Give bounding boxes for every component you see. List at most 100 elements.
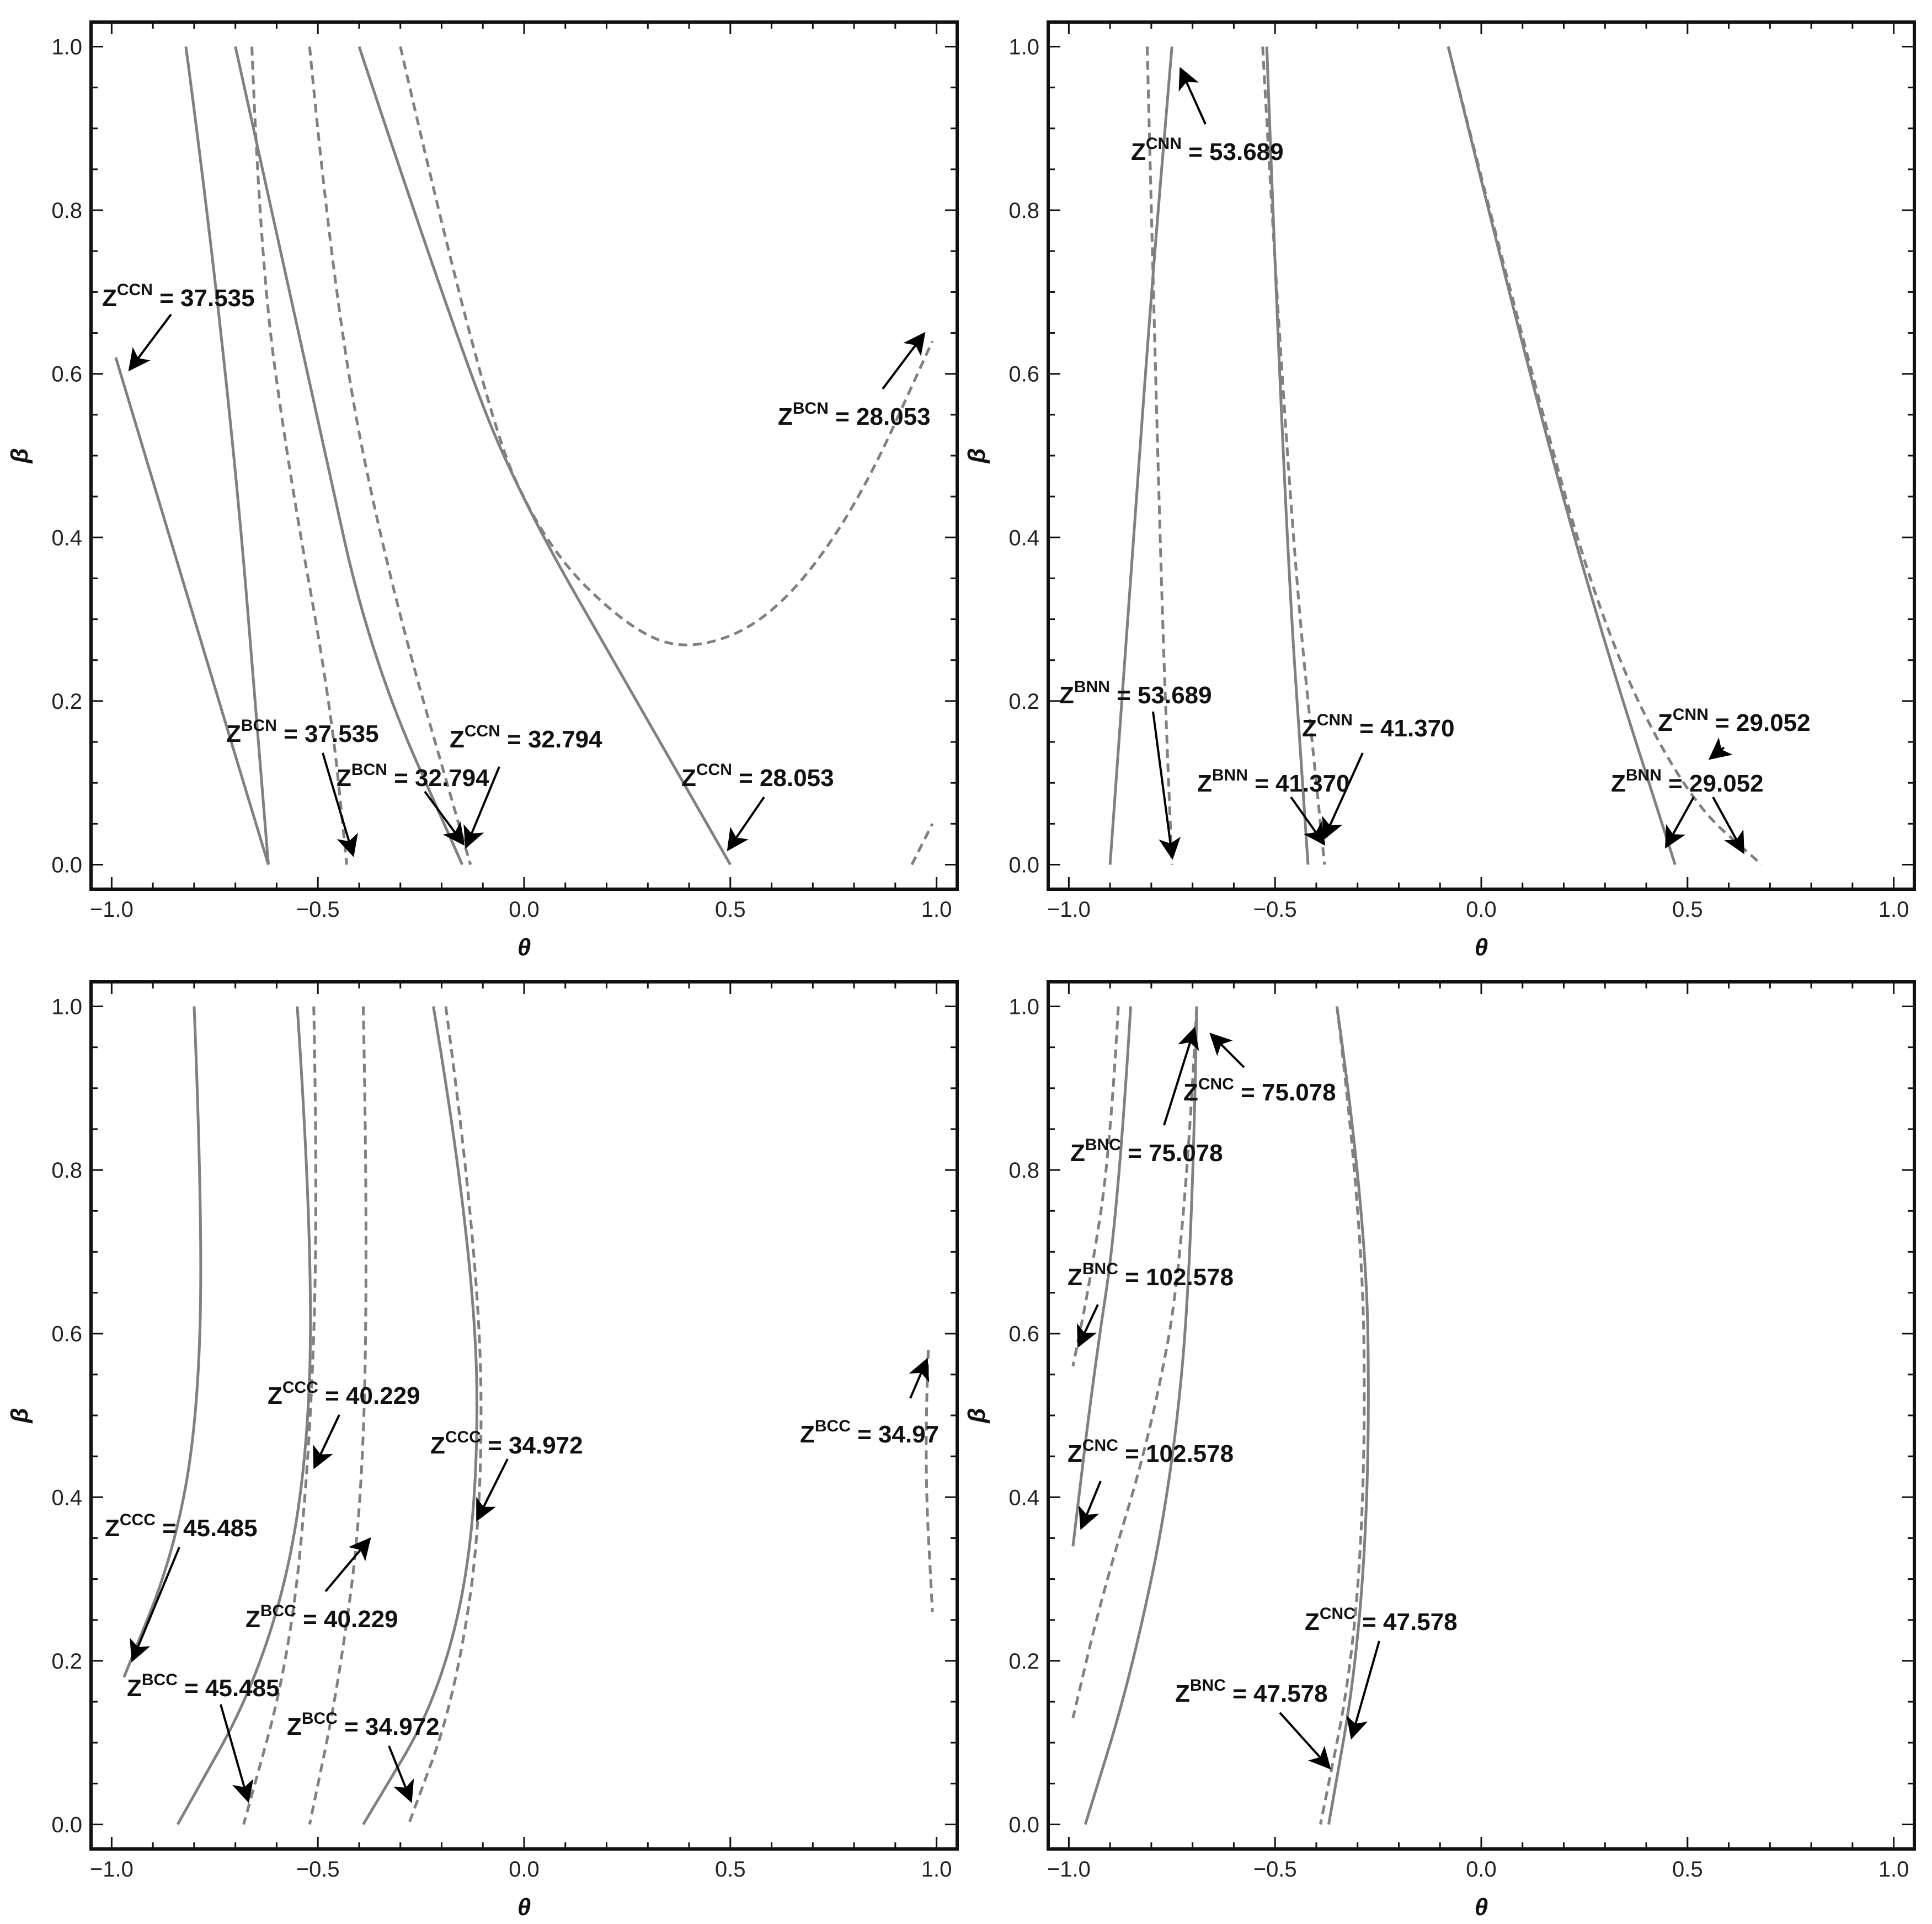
series-line-7-dashed	[925, 1350, 934, 1612]
annotation-label: ZCCN = 28.053	[681, 761, 834, 792]
y-tick-label: 0.6	[51, 362, 82, 387]
annotation-bcn-32-794: ZBCN = 32.794	[337, 761, 489, 846]
series-line-5-dashed	[250, 46, 349, 865]
annotation-arrow	[1209, 1033, 1245, 1068]
x-tick-label: −1.0	[1047, 897, 1091, 922]
annotation-bnc-75-078: ZBNC = 75.078	[1070, 1027, 1223, 1167]
annotation-arrow	[1290, 796, 1326, 846]
x-tick-label: 1.0	[921, 1857, 952, 1882]
annotation-ccn-28-053: ZCCN = 28.053	[681, 761, 834, 852]
chart-panel-2: −1.0 −0.5 0.0 0.5 1.0 0.0 0.2 0.4 0.6 0.8 1.0 θ β ZCN…	[963, 20, 1916, 961]
x-tick-label: −0.5	[296, 897, 340, 922]
annotation-cnn-41-370: ZCNN = 41.370	[1302, 711, 1455, 841]
y-tick-label: 0.2	[51, 690, 82, 714]
annotation-arrow	[1178, 67, 1207, 125]
annotation-label: ZCCC = 34.972	[430, 1428, 583, 1459]
annotation-label: ZBCC = 34.972	[287, 1709, 440, 1740]
annotation-arrow	[1346, 1640, 1380, 1740]
annotation-bcn-37-535: ZBCN = 37.535	[226, 717, 379, 857]
y-tick-label: 1.0	[1008, 995, 1039, 1019]
y-tick-label: 0.8	[1008, 1158, 1039, 1183]
series-line-7-dashed	[399, 46, 934, 646]
y-tick-label: 0.4	[51, 526, 82, 550]
annotation-bcn-28-053: ZBCN = 28.053	[778, 332, 931, 430]
y-tick-label: 0.8	[51, 1158, 82, 1183]
annotation-cnc-47-578: ZCNC = 47.578	[1305, 1605, 1458, 1740]
series-line-3-solid	[1327, 1006, 1370, 1825]
y-axis-label: β	[963, 448, 990, 463]
annotation-label: ZCNN = 41.370	[1302, 711, 1455, 742]
annotation-bnc-102-578: ZBNC = 102.578	[1068, 1260, 1234, 1348]
annotation-bnn-53-689: ZBNN = 53.689	[1059, 678, 1212, 860]
x-tick-label: −1.0	[90, 1857, 134, 1882]
series-line-4-dashed	[242, 1006, 317, 1825]
plot-frame	[89, 20, 959, 891]
annotation-label: ZCNC = 102.578	[1068, 1436, 1234, 1467]
x-tick-label: 1.0	[921, 897, 952, 922]
series-line-8-dashed	[910, 823, 934, 865]
x-axis-label: θ	[1475, 1894, 1488, 1921]
annotation-label: ZBCN = 37.535	[226, 717, 379, 747]
annotation-label: ZBNC = 47.578	[1175, 1676, 1328, 1707]
annotation-arrow	[128, 313, 172, 372]
annotation-arrow	[1712, 797, 1744, 854]
series-line-2-solid	[114, 357, 270, 865]
annotation-label: ZBCN = 28.053	[778, 399, 931, 430]
annotation-arrow	[1322, 752, 1364, 841]
y-tick-label: 0.0	[1008, 1813, 1039, 1837]
y-tick-label: 0.4	[1008, 1485, 1039, 1510]
x-tick-label: −1.0	[1047, 1857, 1091, 1882]
x-axis-label: θ	[517, 934, 531, 961]
annotation-arrow	[1077, 1304, 1099, 1348]
annotation-label: ZBNN = 29.052	[1611, 766, 1764, 797]
annotation-label: ZBCC = 45.485	[127, 1671, 280, 1702]
annotation-arrow	[220, 1704, 254, 1803]
annotation-cnn-53-689: ZCNN = 53.689	[1131, 67, 1284, 165]
annotation-cnn-29-052: ZCNN = 29.052	[1658, 706, 1811, 760]
series-line-5-dashed	[1261, 46, 1326, 865]
x-tick-label: 0.0	[509, 1857, 540, 1882]
y-axis-label: β	[6, 1408, 33, 1423]
series-line-6-dashed	[1447, 46, 1763, 866]
y-tick-label: 0.0	[51, 853, 82, 878]
y-tick-label: 0.4	[51, 1485, 82, 1510]
series-line-2-solid	[176, 1006, 312, 1825]
x-axis-label: θ	[1475, 934, 1488, 961]
y-tick-label: 0.6	[51, 1322, 82, 1346]
y-tick-label: 0.4	[1008, 526, 1039, 550]
series-line-4-dashed	[1071, 1006, 1120, 1367]
annotation-arrow	[476, 1458, 509, 1522]
y-axis-label: β	[963, 1408, 990, 1423]
annotation-arrow	[1152, 711, 1181, 860]
chart-panel-1: −1.0 −0.5 0.0 0.5 1.0 0.0 0.2 0.4 0.6 0.8 1.0 θ β ZCC…	[6, 20, 959, 961]
series-line-2-solid	[1084, 1006, 1198, 1825]
annotation-bcc-45-485: ZBCC = 45.485	[127, 1671, 280, 1803]
x-tick-label: 1.0	[1878, 1857, 1909, 1882]
annotation-ccc-40-229: ZCCC = 40.229	[268, 1378, 420, 1469]
y-axis-label: β	[6, 448, 33, 463]
y-tick-label: 0.8	[1008, 199, 1039, 223]
series-line-6-dashed	[308, 46, 472, 865]
annotation-label: ZCNN = 53.689	[1131, 135, 1284, 165]
annotation-arrow	[424, 790, 465, 846]
series-line-6-dashed	[407, 1006, 483, 1825]
annotation-bcc-40-229: ZBCC = 40.229	[245, 1537, 398, 1633]
annotation-cnc-102-578: ZCNC = 102.578	[1068, 1436, 1234, 1530]
x-tick-label: −0.5	[1253, 1857, 1297, 1882]
annotation-label: ZBNC = 102.578	[1068, 1260, 1234, 1291]
annotation-arrow	[313, 1414, 340, 1469]
x-tick-label: 0.5	[715, 897, 746, 922]
annotation-label: ZBNN = 53.689	[1059, 678, 1212, 709]
x-tick-label: 0.5	[1672, 1857, 1703, 1882]
series-line-2-solid	[1265, 46, 1310, 865]
y-tick-label: 1.0	[51, 35, 82, 59]
x-tick-label: 0.5	[1672, 897, 1703, 922]
x-tick-label: −0.5	[1253, 897, 1297, 922]
annotation-label: ZBCC = 34.97	[800, 1417, 939, 1448]
chart-panel-4: −1.0 −0.5 0.0 0.5 1.0 0.0 0.2 0.4 0.6 0.8 1.0 θ β ZCN…	[963, 980, 1916, 1921]
annotation-label: ZCCC = 40.229	[268, 1378, 420, 1409]
series-line-3-solid	[234, 46, 464, 865]
annotation-bnn-29-052: ZBNN = 29.052	[1611, 766, 1764, 849]
annotation-ccn-37-535: ZCCN = 37.535	[102, 281, 255, 372]
